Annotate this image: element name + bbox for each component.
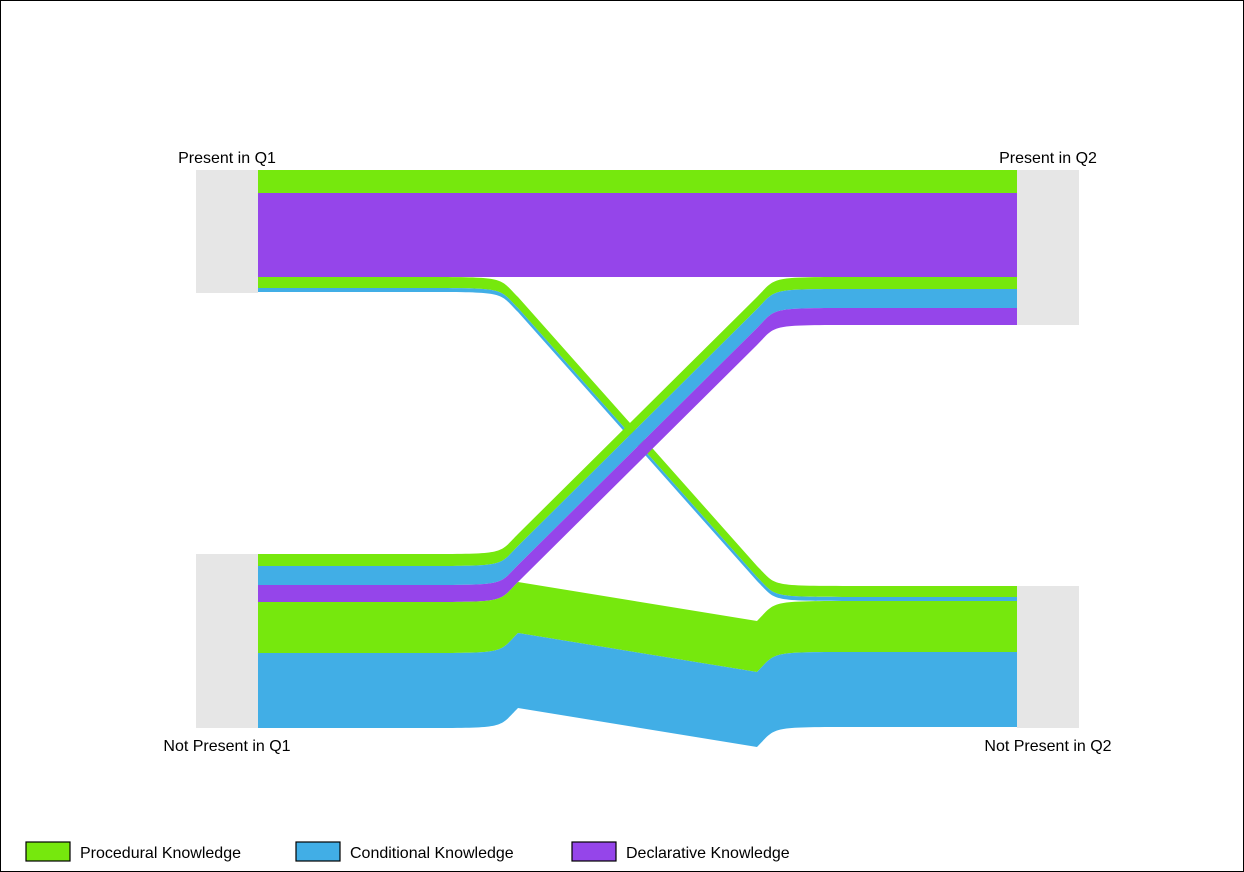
node-not-present-q1	[196, 554, 258, 728]
node-label-present-q2: Present in Q2	[999, 150, 1097, 167]
flow-present-q1-to-present-q2-declarative	[258, 193, 1017, 277]
nodes-layer	[196, 170, 1079, 728]
legend-label-conditional: Conditional Knowledge	[350, 845, 514, 862]
legend: Procedural Knowledge Conditional Knowled…	[25, 841, 790, 862]
node-label-present-q1: Present in Q1	[178, 150, 276, 167]
flows-layer	[258, 170, 1017, 747]
node-label-not-present-q1: Not Present in Q1	[163, 738, 290, 755]
node-not-present-q2	[1017, 586, 1079, 728]
legend-swatch-procedural	[25, 841, 71, 862]
flow-present-q1-to-present-q2-procedural	[258, 170, 1017, 193]
node-present-q1	[196, 170, 258, 293]
legend-label-declarative: Declarative Knowledge	[626, 845, 790, 862]
flow-not-present-q1-to-present-q2-declarative	[258, 308, 1017, 602]
flow-not-present-q1-to-not-present-q2-conditional	[258, 633, 1017, 747]
flow-not-present-q1-to-present-q2-procedural	[258, 277, 1017, 566]
legend-swatch-conditional	[295, 841, 341, 862]
node-present-q2	[1017, 170, 1079, 325]
flow-not-present-q1-to-not-present-q2-procedural	[258, 582, 1017, 672]
legend-swatch-declarative	[571, 841, 617, 862]
legend-label-procedural: Procedural Knowledge	[80, 845, 241, 862]
flow-not-present-q1-to-present-q2-conditional	[258, 289, 1017, 585]
node-label-not-present-q2: Not Present in Q2	[984, 738, 1111, 755]
